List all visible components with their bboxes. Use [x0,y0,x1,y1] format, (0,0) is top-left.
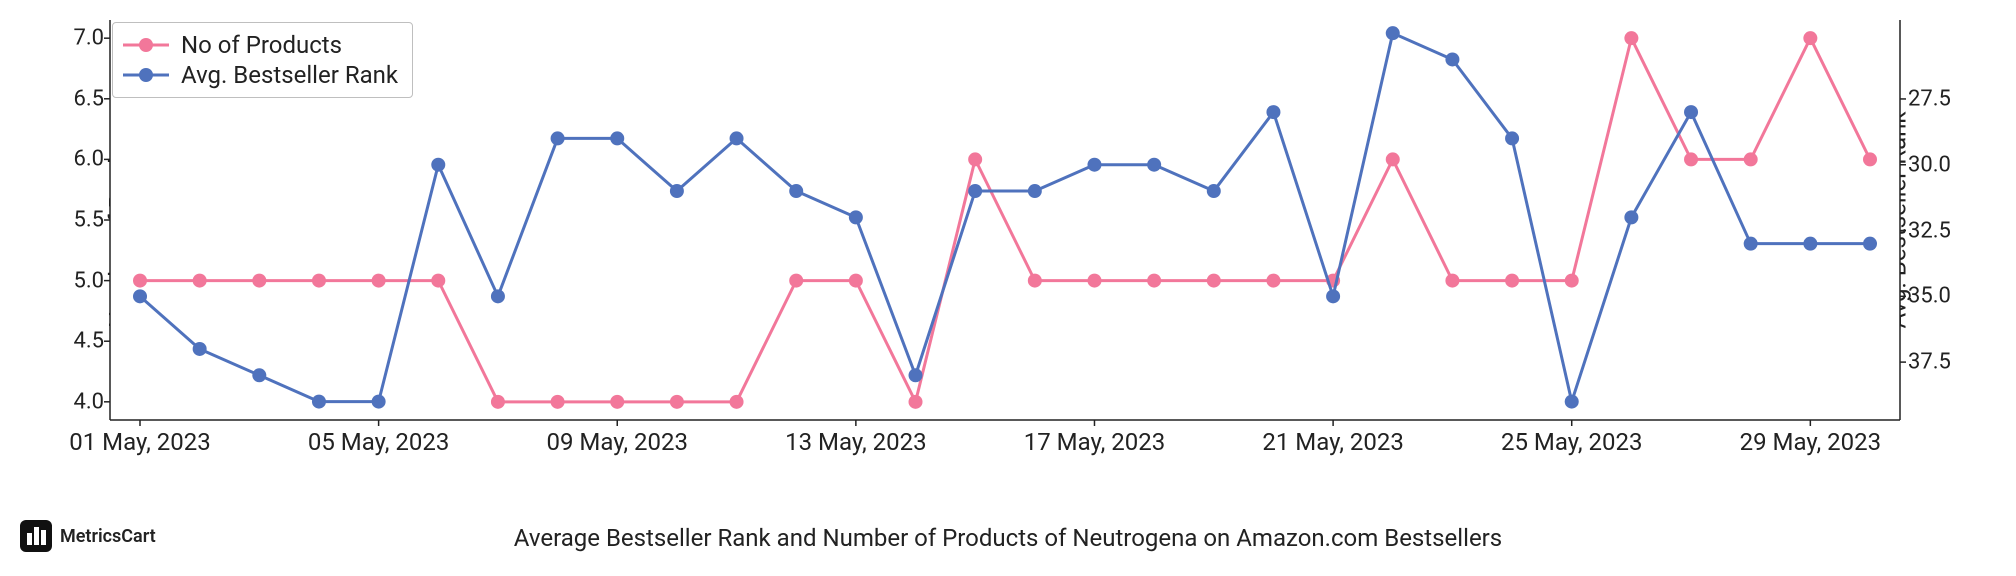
y-right-tick: 30.0 [1908,152,1951,177]
legend-label-products: No of Products [181,31,342,59]
y-left-tick: 7.0 [73,26,104,51]
y-left-tick: 5.0 [73,268,104,293]
y-left-tick: 6.0 [73,147,104,172]
y-right-tick: 27.5 [1908,86,1951,111]
legend-swatch-products [123,36,169,54]
x-tick: 01 May, 2023 [69,428,211,456]
chart-caption: Average Bestseller Rank and Number of Pr… [0,524,2016,552]
brand-name: MetricsCart [60,526,156,547]
x-tick: 25 May, 2023 [1501,428,1643,456]
y-right-tick: 32.5 [1908,218,1951,243]
x-tick: 29 May, 2023 [1740,428,1882,456]
x-tick: 21 May, 2023 [1262,428,1404,456]
y-left-tick: 4.5 [73,329,104,354]
y-right-tick: 35.0 [1908,284,1951,309]
x-tick: 05 May, 2023 [308,428,450,456]
legend-item-products: No of Products [123,31,398,59]
y-left-tick: 6.5 [73,86,104,111]
x-tick: 17 May, 2023 [1024,428,1166,456]
chart-frame: Number of Products Avg. Bestseller Rank … [0,0,2016,576]
brand-bar: MetricsCart [20,520,156,552]
legend-label-rank: Avg. Bestseller Rank [181,61,398,89]
legend-swatch-rank [123,66,169,84]
y-right-tick: 37.5 [1908,350,1951,375]
legend-box: No of Products Avg. Bestseller Rank [112,22,413,98]
y-left-tick: 4.0 [73,389,104,414]
x-tick: 13 May, 2023 [785,428,927,456]
x-tick: 09 May, 2023 [546,428,688,456]
y-left-tick: 5.5 [73,208,104,233]
legend-item-rank: Avg. Bestseller Rank [123,61,398,89]
brand-logo-icon [20,520,52,552]
